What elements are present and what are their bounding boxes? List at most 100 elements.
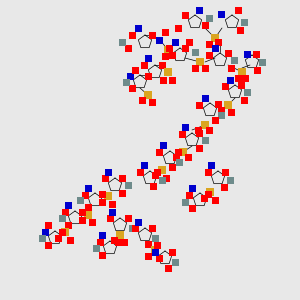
Bar xyxy=(232,56,238,64)
Bar xyxy=(131,224,139,232)
Bar xyxy=(176,158,184,166)
Bar xyxy=(136,169,143,176)
Bar xyxy=(196,145,203,152)
Bar xyxy=(140,161,148,169)
Bar xyxy=(201,121,209,129)
Bar xyxy=(206,52,214,58)
Bar xyxy=(55,235,62,242)
Bar xyxy=(211,34,219,42)
Bar xyxy=(161,52,169,59)
Bar xyxy=(202,136,209,143)
Bar xyxy=(79,208,86,215)
Bar xyxy=(196,101,203,109)
Bar xyxy=(128,85,136,92)
Bar xyxy=(200,194,208,202)
Bar xyxy=(172,259,178,266)
Bar xyxy=(101,175,109,182)
Bar xyxy=(61,208,68,215)
Bar xyxy=(161,28,169,35)
Bar xyxy=(241,97,248,104)
Bar xyxy=(182,124,190,130)
Bar xyxy=(152,235,158,242)
Bar xyxy=(238,68,246,76)
Bar xyxy=(229,64,236,71)
Bar xyxy=(148,32,155,38)
Bar xyxy=(152,172,158,178)
Bar xyxy=(158,61,166,68)
Bar xyxy=(160,76,167,83)
Bar xyxy=(109,208,116,215)
Bar xyxy=(205,169,212,176)
Bar xyxy=(61,228,69,236)
Bar xyxy=(64,221,71,229)
Bar xyxy=(173,154,181,161)
Bar xyxy=(134,25,142,32)
Bar xyxy=(212,196,218,203)
Bar xyxy=(145,55,152,62)
Bar xyxy=(196,58,204,66)
Bar xyxy=(194,127,202,134)
Bar xyxy=(182,44,188,52)
Bar xyxy=(124,182,131,188)
Bar xyxy=(104,192,112,200)
Bar xyxy=(64,202,71,208)
Bar xyxy=(206,14,214,22)
Bar xyxy=(235,7,242,14)
Bar xyxy=(145,253,152,260)
Bar xyxy=(85,203,92,211)
Bar xyxy=(76,196,83,203)
Bar xyxy=(244,88,251,95)
Bar xyxy=(98,190,106,197)
Bar xyxy=(187,191,194,199)
Bar xyxy=(131,67,139,73)
Bar xyxy=(164,68,172,76)
Bar xyxy=(184,154,191,161)
Bar xyxy=(191,49,199,56)
Bar xyxy=(169,164,176,170)
Bar xyxy=(169,52,176,58)
Bar xyxy=(79,217,86,224)
Bar xyxy=(205,190,212,197)
Bar xyxy=(188,205,196,212)
Bar xyxy=(158,176,166,184)
Bar xyxy=(106,214,113,221)
Bar xyxy=(148,224,155,232)
Bar xyxy=(206,127,214,134)
Bar xyxy=(238,82,245,88)
Bar xyxy=(44,242,52,248)
Bar xyxy=(169,76,176,83)
Bar xyxy=(84,211,92,219)
Bar xyxy=(124,214,131,221)
Bar xyxy=(226,176,233,184)
Bar xyxy=(157,37,164,44)
Bar xyxy=(121,238,128,245)
Bar xyxy=(134,218,142,226)
Bar xyxy=(151,182,158,190)
Bar xyxy=(212,116,218,124)
Bar xyxy=(193,64,200,71)
Bar xyxy=(221,82,229,89)
Bar xyxy=(98,199,106,206)
Bar xyxy=(58,214,65,221)
Bar xyxy=(82,191,88,199)
Bar xyxy=(145,241,152,248)
Bar xyxy=(224,50,232,56)
Bar xyxy=(160,142,167,148)
Bar xyxy=(92,244,100,251)
Bar xyxy=(98,232,106,238)
Bar xyxy=(157,254,164,262)
Bar xyxy=(206,188,214,196)
Bar xyxy=(218,11,226,17)
Bar xyxy=(244,50,251,58)
Bar xyxy=(214,38,221,46)
Bar xyxy=(140,61,148,68)
Bar xyxy=(253,50,260,58)
Bar xyxy=(206,40,214,47)
Bar xyxy=(109,200,116,208)
Bar xyxy=(167,44,173,52)
Bar xyxy=(118,190,125,196)
Bar xyxy=(187,38,194,46)
Bar xyxy=(116,231,124,239)
Bar xyxy=(196,7,203,14)
Bar xyxy=(218,112,226,118)
